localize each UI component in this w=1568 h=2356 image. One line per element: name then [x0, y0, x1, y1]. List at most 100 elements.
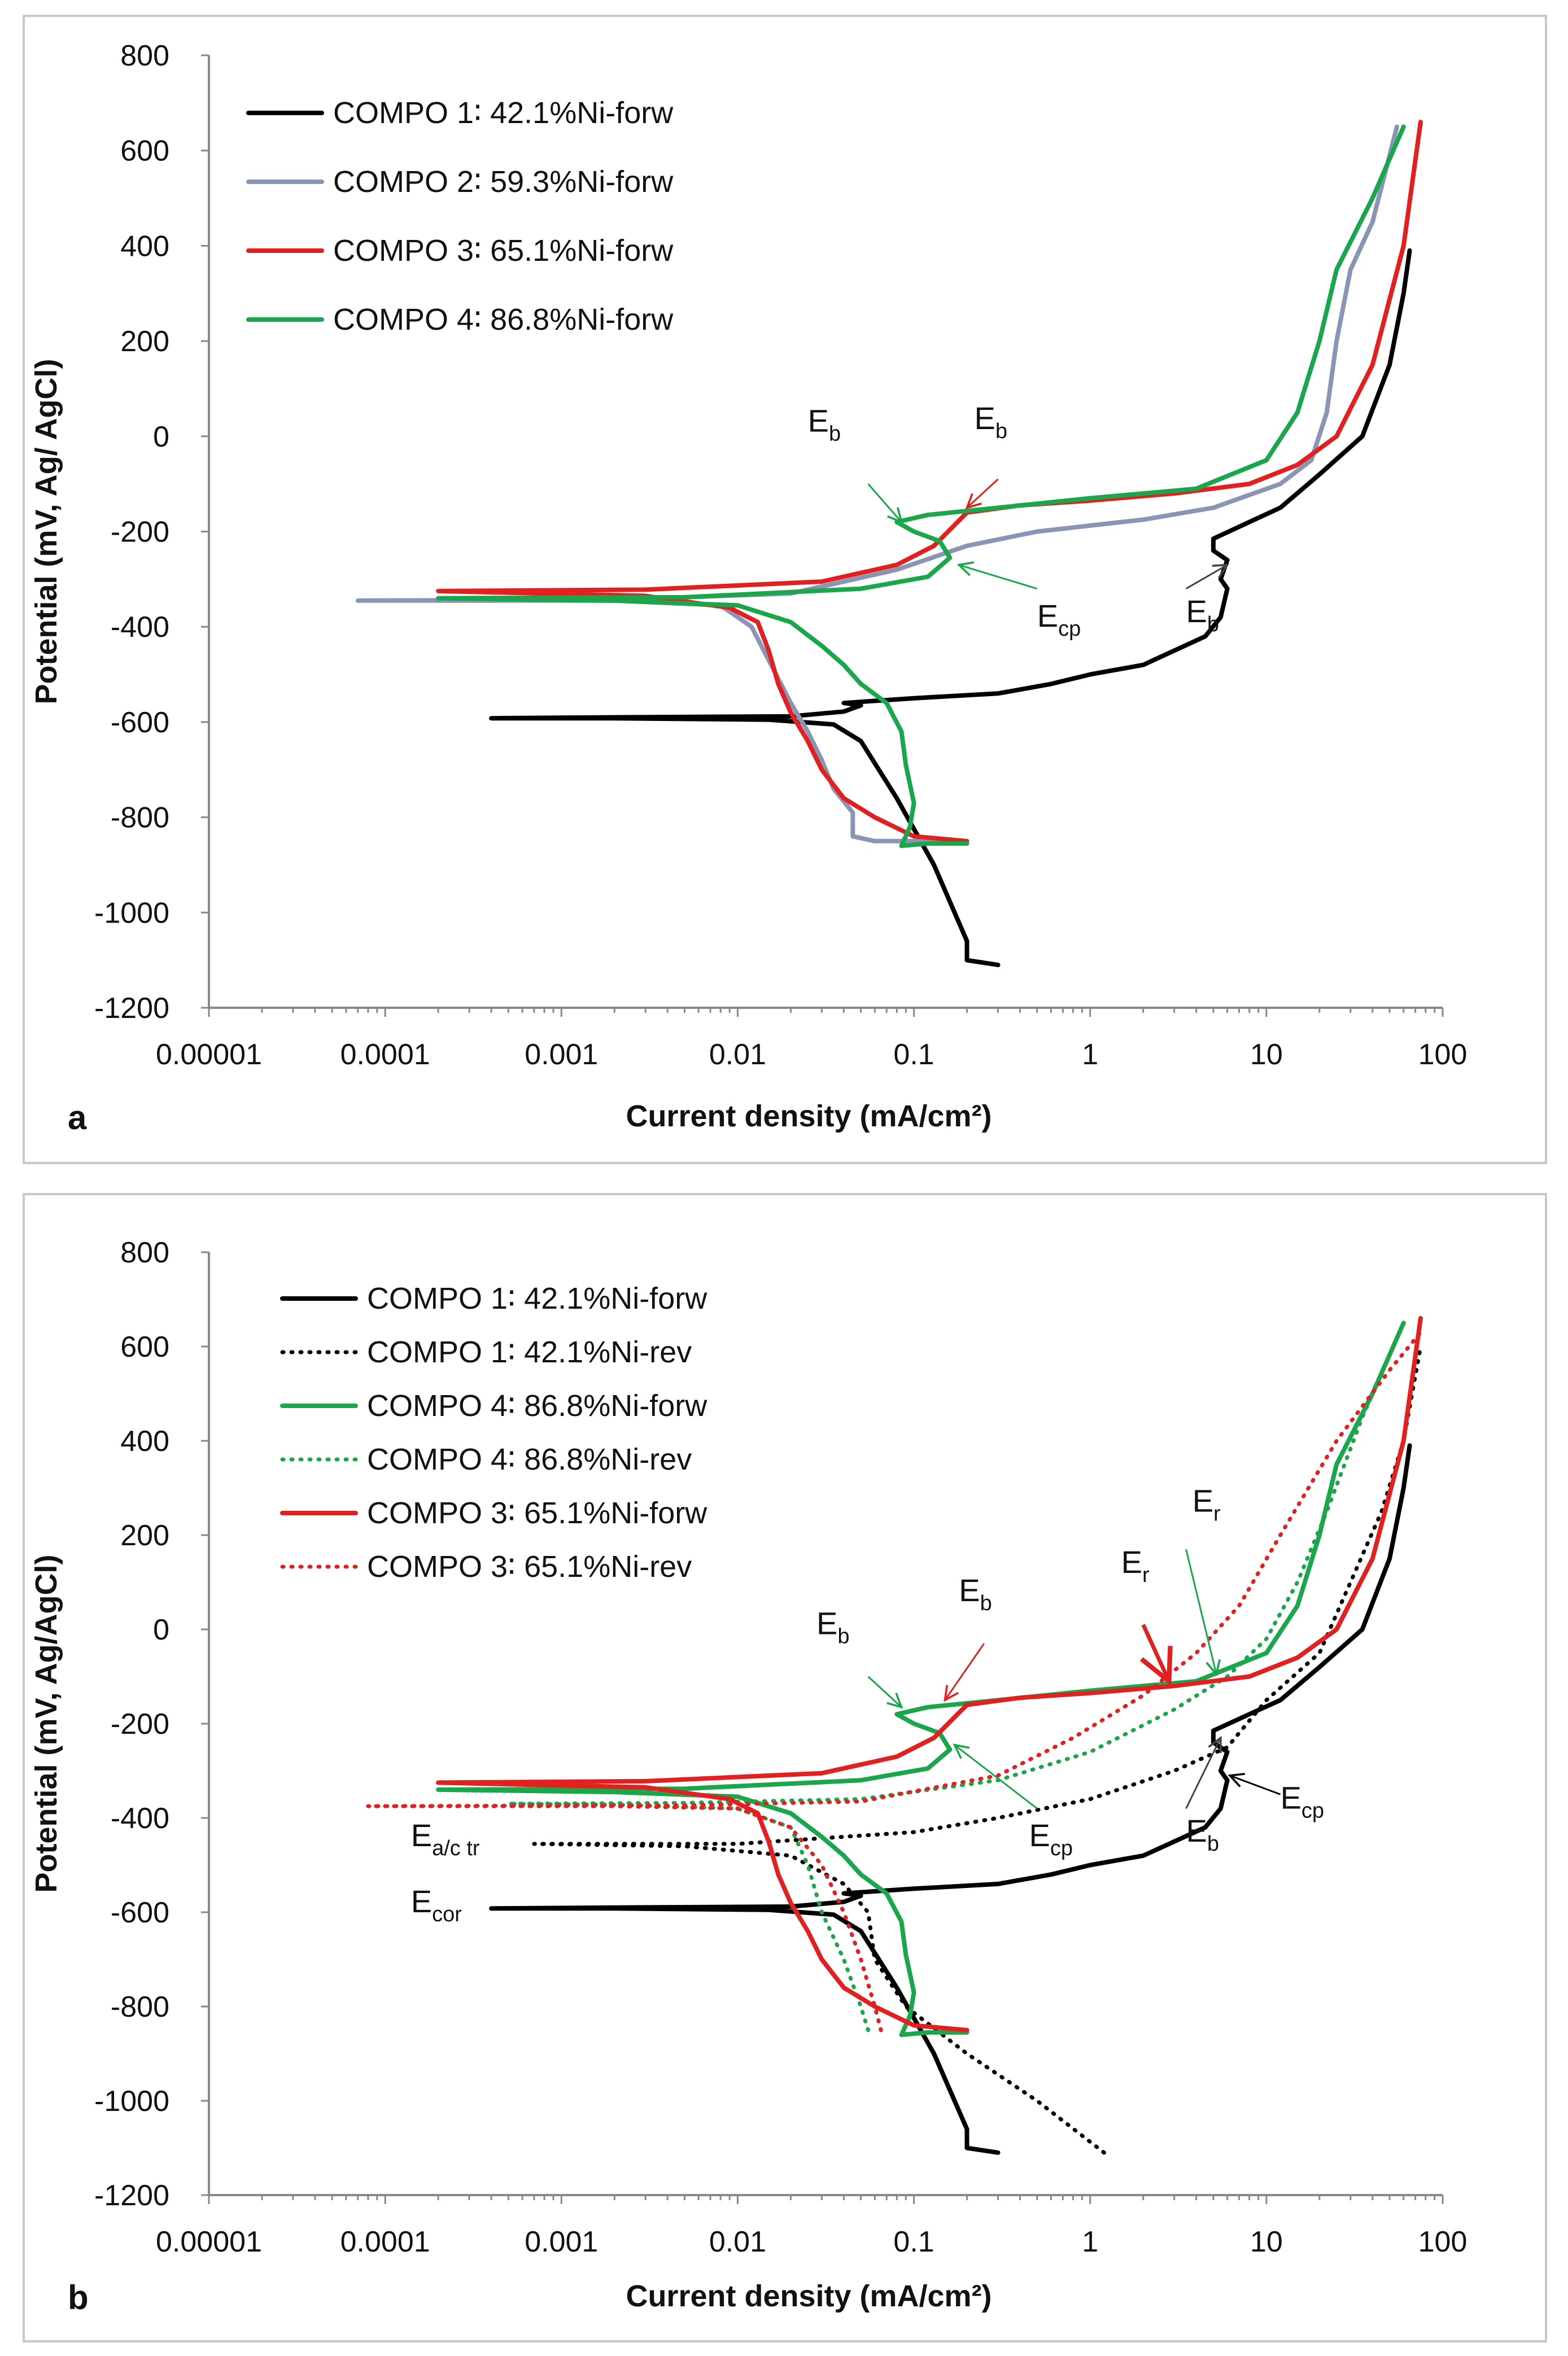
annotation-main: E: [1281, 1780, 1301, 1815]
annotation-subscript: b: [837, 1624, 849, 1648]
annotation-main: E: [1186, 1813, 1207, 1848]
annotation-arrow: [967, 478, 999, 508]
series-line-3: [436, 120, 1423, 843]
annotation-label: Eb: [1186, 1813, 1220, 1856]
legend-label: COMPO 3∶ 65.1%Ni-rev: [367, 1550, 692, 1584]
annotation: Er: [1185, 1483, 1221, 1674]
annotation-subscript: cor: [432, 1903, 462, 1926]
annotation-label: Eb: [1186, 593, 1220, 636]
series-line-6: [366, 1330, 1423, 2032]
series-line-3: [436, 1321, 1406, 2038]
annotation-label: Er: [1121, 1544, 1150, 1587]
annotation-label: Ea/c tr: [411, 1817, 480, 1860]
x-tick-label: 1: [1082, 2226, 1098, 2258]
x-tick-label: 100: [1418, 2226, 1467, 2258]
legend-label: COMPO 3∶ 65.1%Ni-forw: [367, 1496, 707, 1530]
x-tick-label: 0.0001: [340, 2226, 430, 2258]
y-tick-label: -200: [111, 1708, 169, 1741]
annotation-label: Ecp: [1029, 1817, 1073, 1860]
annotation-arrow: [955, 1745, 1038, 1809]
annotation-arrow: [1185, 1738, 1221, 1809]
y-tick-label: -1000: [94, 897, 169, 929]
annotation-label: Eb: [808, 403, 841, 445]
annotation-subscript: a/c tr: [432, 1837, 480, 1860]
legend: COMPO 1∶ 42.1%Ni-forw COMPO 1∶ 42.1%Ni-re…: [280, 1282, 707, 1584]
series-line-1: [489, 1443, 1412, 2155]
annotation-subscript: b: [829, 422, 841, 445]
annotation-main: E: [974, 400, 995, 436]
x-tick-label: 0.001: [525, 1038, 598, 1071]
annotation: Eb: [808, 403, 902, 522]
annotation-main: E: [411, 1817, 432, 1853]
annotation-main: E: [1037, 598, 1058, 633]
y-tick-label: -400: [111, 611, 169, 644]
legend-label: COMPO 2∶ 59.3%Ni-forw: [333, 165, 674, 199]
annotation: Ecor: [411, 1883, 462, 1926]
series-line-1: [489, 248, 1412, 968]
legend-label: COMPO 3∶ 65.1%Ni-forw: [333, 234, 674, 268]
annotation: Eb: [1185, 565, 1228, 636]
annotation-main: E: [808, 403, 829, 438]
legend-label: COMPO 4∶ 86.8%Ni-rev: [367, 1443, 692, 1476]
annotation-main: E: [959, 1572, 980, 1608]
y-axis-title: Potential (mV, Ag/AgCl): [29, 1554, 63, 1892]
legend-label: COMPO 4∶ 86.8%Ni-forw: [367, 1389, 707, 1423]
annotation: Eb: [1185, 1738, 1221, 1856]
x-tick-label: 0.0001: [340, 1038, 430, 1071]
annotation-label: Ecp: [1037, 598, 1081, 641]
y-tick-label: -1000: [94, 2085, 169, 2118]
x-tick-label: 100: [1418, 1038, 1467, 1071]
annotation-arrow: [867, 483, 902, 522]
annotation-arrow: [1185, 565, 1228, 590]
y-axis-title: Potential (mV, Ag/ AgCl): [29, 359, 63, 704]
y-tick-label: 200: [120, 1519, 169, 1552]
annotation-main: E: [1186, 593, 1207, 629]
chart-panel-b: 800 600 400 200 0 -200 -400 -600 -800 -1000 -1200 0…: [23, 1193, 1547, 2342]
annotation-subscript: b: [1207, 1832, 1219, 1856]
series-line-4: [506, 1321, 1406, 2032]
annotation-subscript: cp: [1301, 1799, 1324, 1822]
y-tick-label: 0: [153, 421, 169, 453]
annotation: Ecp: [1230, 1776, 1324, 1822]
legend-label: COMPO 1∶ 42.1%Ni-forw: [367, 1282, 707, 1315]
y-tick-label: -1200: [94, 2179, 169, 2212]
annotation-subscript: r: [1142, 1563, 1150, 1587]
series-line-4: [436, 124, 1406, 849]
annotation-arrow: [1185, 1549, 1217, 1674]
annotation-main: E: [1121, 1544, 1142, 1580]
y-tick-label: -600: [111, 1896, 169, 1929]
annotation-arrow: [1143, 1624, 1169, 1681]
y-tick-label: -800: [111, 802, 169, 834]
y-tick-label: -400: [111, 1802, 169, 1835]
x-tick-label: 0.1: [893, 1038, 934, 1071]
annotation-label: Ecp: [1281, 1780, 1325, 1822]
annotation-subscript: b: [980, 1592, 992, 1615]
x-axis-title: Current density (mA/cm²): [626, 1099, 992, 1133]
legend-label: COMPO 1∶ 42.1%Ni-forw: [333, 96, 674, 130]
y-tick-label: 600: [120, 135, 169, 168]
annotation: Eb: [945, 1572, 992, 1700]
annotation-subscript: cp: [1058, 617, 1081, 641]
annotation-arrow: [1230, 1776, 1281, 1795]
y-tick-label: 0: [153, 1614, 169, 1646]
annotation-subscript: b: [995, 419, 1007, 443]
y-tick-label: -800: [111, 1991, 169, 2023]
annotation: Ecp: [959, 565, 1081, 641]
annotation-subscript: b: [1207, 613, 1219, 636]
annotation-arrow: [867, 1676, 902, 1707]
annotation-main: E: [816, 1605, 837, 1641]
x-tick-label: 0.01: [709, 2226, 766, 2258]
y-tick-label: 800: [120, 40, 169, 72]
x-tick-label: 0.1: [893, 2226, 934, 2258]
panel-frame: [23, 1193, 1547, 2342]
x-tick-label: 10: [1250, 1038, 1283, 1071]
y-tick-label: -200: [111, 516, 169, 549]
series-line-5: [436, 1315, 1423, 2032]
x-tick-label: 1: [1082, 1038, 1098, 1071]
annotation-subscript: r: [1213, 1502, 1221, 1526]
annotation: Eb: [967, 400, 1007, 508]
annotation-label: Eb: [816, 1605, 850, 1648]
x-axis-title: Current density (mA/cm²): [626, 2279, 992, 2313]
annotation: Ecp: [955, 1745, 1073, 1860]
